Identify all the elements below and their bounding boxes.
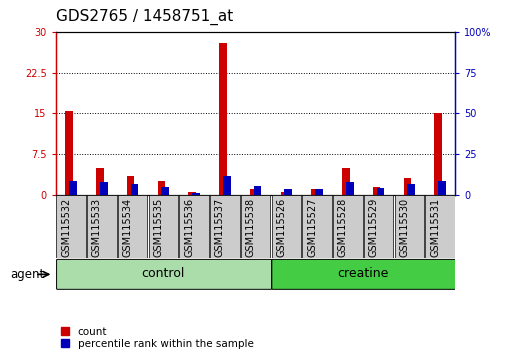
Bar bbox=[249, 189, 257, 195]
FancyBboxPatch shape bbox=[363, 195, 392, 258]
Bar bbox=[284, 189, 291, 195]
Legend: count, percentile rank within the sample: count, percentile rank within the sample bbox=[61, 327, 253, 349]
Text: GSM115530: GSM115530 bbox=[398, 198, 409, 257]
Bar bbox=[402, 178, 411, 195]
Text: creatine: creatine bbox=[337, 267, 388, 280]
Bar bbox=[222, 176, 230, 195]
FancyBboxPatch shape bbox=[301, 195, 331, 258]
Bar bbox=[311, 189, 318, 195]
FancyBboxPatch shape bbox=[271, 259, 455, 289]
FancyBboxPatch shape bbox=[148, 195, 178, 258]
Bar bbox=[341, 167, 349, 195]
Text: GSM115527: GSM115527 bbox=[307, 198, 317, 257]
Bar bbox=[157, 181, 165, 195]
Text: GSM115529: GSM115529 bbox=[368, 198, 378, 257]
Bar bbox=[433, 113, 441, 195]
FancyBboxPatch shape bbox=[210, 195, 239, 258]
Text: GSM115533: GSM115533 bbox=[91, 198, 102, 257]
Text: GSM115536: GSM115536 bbox=[184, 198, 193, 257]
FancyBboxPatch shape bbox=[240, 195, 270, 258]
Text: GSM115531: GSM115531 bbox=[429, 198, 439, 257]
Bar bbox=[253, 186, 261, 195]
FancyBboxPatch shape bbox=[332, 195, 362, 258]
Text: GSM115526: GSM115526 bbox=[276, 198, 286, 257]
Text: GSM115538: GSM115538 bbox=[245, 198, 255, 257]
Bar bbox=[127, 176, 134, 195]
Text: GSM115532: GSM115532 bbox=[61, 198, 71, 257]
Text: GSM115535: GSM115535 bbox=[153, 198, 163, 257]
Bar bbox=[188, 192, 195, 195]
Bar bbox=[280, 192, 288, 195]
FancyBboxPatch shape bbox=[179, 195, 209, 258]
Bar bbox=[96, 167, 104, 195]
Bar bbox=[161, 187, 169, 195]
Text: GSM115528: GSM115528 bbox=[337, 198, 347, 257]
Text: GDS2765 / 1458751_at: GDS2765 / 1458751_at bbox=[56, 8, 232, 25]
FancyBboxPatch shape bbox=[56, 195, 86, 258]
Text: agent: agent bbox=[10, 268, 44, 281]
FancyBboxPatch shape bbox=[394, 195, 423, 258]
Text: GSM115534: GSM115534 bbox=[122, 198, 132, 257]
FancyBboxPatch shape bbox=[118, 195, 147, 258]
Bar bbox=[69, 181, 77, 195]
Bar bbox=[130, 184, 138, 195]
Bar bbox=[437, 181, 445, 195]
Bar bbox=[372, 187, 380, 195]
Bar bbox=[315, 189, 322, 195]
FancyBboxPatch shape bbox=[271, 195, 300, 258]
Bar bbox=[407, 184, 414, 195]
FancyBboxPatch shape bbox=[57, 259, 271, 289]
Bar bbox=[192, 193, 199, 195]
FancyBboxPatch shape bbox=[424, 195, 454, 258]
Bar bbox=[376, 188, 383, 195]
Bar bbox=[345, 183, 353, 195]
Bar bbox=[219, 43, 226, 195]
Bar bbox=[99, 183, 108, 195]
Text: control: control bbox=[141, 267, 185, 280]
Text: GSM115537: GSM115537 bbox=[214, 198, 224, 257]
Bar bbox=[65, 110, 73, 195]
FancyBboxPatch shape bbox=[87, 195, 116, 258]
